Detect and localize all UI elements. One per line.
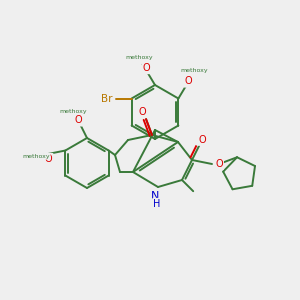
Text: methoxy: methoxy	[60, 109, 87, 114]
Text: O: O	[143, 63, 151, 73]
Text: O: O	[138, 107, 146, 117]
Text: Br: Br	[101, 94, 112, 103]
Text: O: O	[185, 76, 192, 86]
Text: methoxy: methoxy	[126, 55, 153, 60]
Text: O: O	[215, 159, 223, 169]
Text: methoxy: methoxy	[180, 68, 208, 73]
Text: methoxy: methoxy	[22, 154, 50, 159]
Text: O: O	[198, 135, 206, 145]
Text: H: H	[153, 199, 161, 209]
Text: O: O	[74, 116, 82, 125]
Text: N: N	[151, 191, 159, 201]
Text: O: O	[45, 154, 52, 164]
